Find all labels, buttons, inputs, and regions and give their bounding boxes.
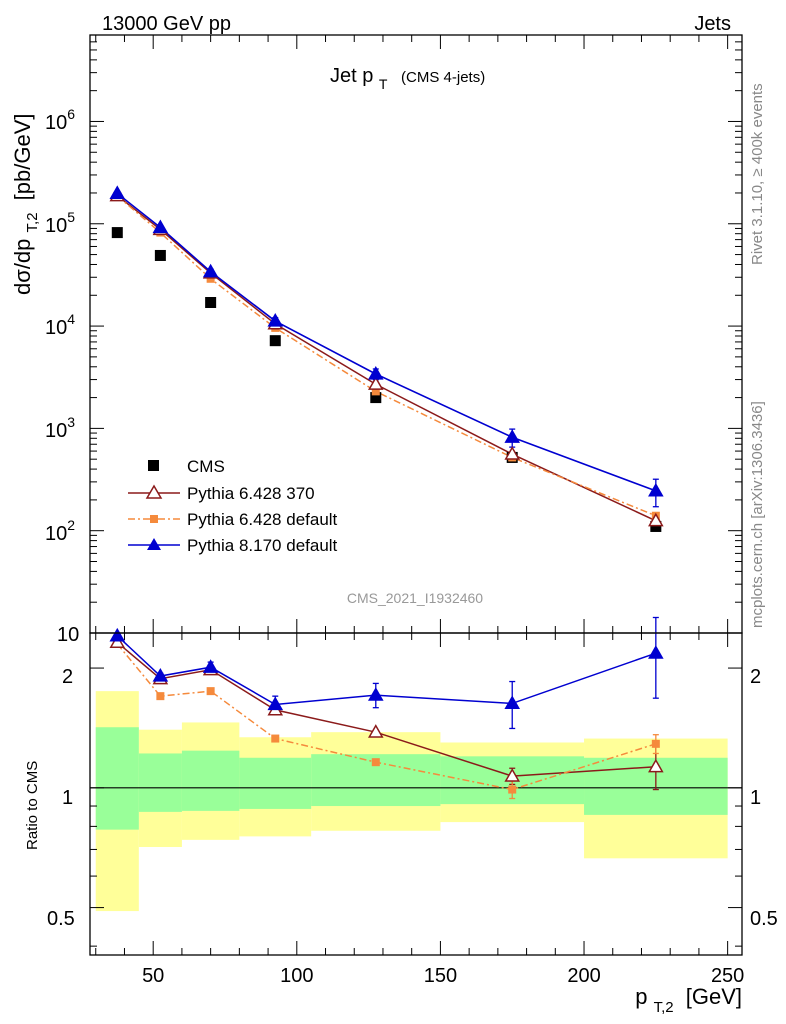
- main-ylabel-text: dσ/dp: [10, 239, 35, 295]
- p8-default-point: [504, 429, 521, 443]
- ytick-label-1e3: 103: [45, 414, 75, 442]
- ratio-ytick-label-1-right: 1: [750, 787, 761, 809]
- ytick-label-10: 10: [57, 624, 79, 646]
- legend-marker-p6-default: [150, 515, 158, 523]
- ratio-xlabel-sub: T,2: [654, 999, 674, 1016]
- ytick-label-1e4: 104: [45, 311, 75, 339]
- green-band: [95, 727, 139, 830]
- xtick-label: 150: [424, 965, 457, 987]
- ratio-xlabel: p T,2 [GeV]: [635, 984, 742, 1017]
- p8-default-point: [267, 313, 284, 327]
- p6-default-ratio-point: [206, 687, 215, 696]
- p8-default-point: [648, 482, 664, 497]
- p8-default-ratio-point: [152, 668, 169, 682]
- legend-marker-p6-370: [145, 484, 163, 499]
- mcplots-side-text: mcplots.cern.ch [arXiv:1306.3436]: [749, 401, 766, 628]
- p8-default-point: [152, 219, 169, 234]
- analysis-label: CMS_2021_I1932460: [347, 590, 483, 606]
- main-title: Jet p T (CMS 4-jets): [330, 65, 485, 94]
- ratio-panel: Ratio to CMS 2 1 0.5 2 1 0.5 50 100 150 200…: [24, 616, 778, 1017]
- legend-label-cms: CMS: [187, 457, 225, 476]
- green-band: [181, 750, 240, 811]
- green-band: [239, 757, 312, 809]
- ratio-ytick-label-2-right: 2: [750, 666, 761, 688]
- rivet-side-text: Rivet 3.1.10, ≥ 400k events: [749, 83, 766, 265]
- ytick-label-1e6: 106: [45, 106, 75, 134]
- p6-370-ratio-point: [109, 634, 126, 649]
- p6-370-ratio-point: [504, 768, 521, 782]
- ratio-ytick-labels-left: 2 1 0.5: [47, 666, 75, 930]
- ratio-xlabel-unit: [GeV]: [686, 984, 742, 1009]
- xtick-label: 100: [280, 965, 313, 987]
- p6-370-point: [367, 376, 384, 390]
- p6-default-ratio-point: [651, 739, 660, 748]
- legend-label-p6-default: Pythia 6.428 default: [187, 510, 338, 529]
- ratio-axis-ticks: [90, 633, 742, 955]
- ratio-xlabel-text: p: [635, 984, 647, 1009]
- p8-default-point: [109, 185, 126, 200]
- main-title-sub: T: [379, 76, 388, 92]
- main-title-text: Jet p: [330, 65, 373, 87]
- p8-default-ratio-point: [109, 627, 126, 642]
- main-panel: Jet p T (CMS 4-jets) CMS_2021_I1932460 d…: [10, 34, 743, 646]
- green-band: [138, 753, 182, 812]
- p6-370-ratio-point: [367, 724, 384, 738]
- main-ytick-labels: 102 103 104 105 106 10: [45, 106, 79, 646]
- p6-default-ratio-point: [371, 758, 380, 767]
- main-ylabel-sub: T,2: [24, 212, 41, 232]
- p6-default-ratio-point: [508, 785, 517, 794]
- p8-default-point: [202, 263, 219, 278]
- header-left-text: 13000 GeV pp: [102, 13, 231, 35]
- legend-label-p6-370: Pythia 6.428 370: [187, 484, 315, 503]
- ratio-ytick-label-05-right: 0.5: [750, 908, 778, 930]
- ratio-ytick-label-2: 2: [62, 666, 73, 688]
- cms-data-point: [269, 335, 281, 347]
- xtick-label: 250: [711, 965, 744, 987]
- p6-default-ratio-point: [271, 734, 280, 743]
- header-right-text: Jets: [694, 13, 731, 35]
- p6-default-point: [371, 387, 380, 396]
- cms-data-point: [370, 392, 382, 404]
- ratio-line-2: [116, 635, 657, 706]
- main-ylabel: dσ/dp T,2 [pb/GeV]: [10, 113, 42, 295]
- p8-default-ratio-point: [504, 695, 521, 710]
- p8-default-ratio-point: [648, 645, 664, 659]
- xtick-label: 200: [567, 965, 600, 987]
- xtick-labels: 50 100 150 200 250: [142, 965, 744, 987]
- legend-label-p8-default: Pythia 8.170 default: [187, 536, 338, 555]
- main-series-group: [109, 185, 664, 532]
- main-axis-ticks: [90, 34, 742, 634]
- series-line-3: [116, 192, 657, 492]
- legend-marker-cms: [148, 460, 159, 471]
- p6-370-point: [504, 446, 521, 460]
- p8-default-point: [367, 365, 384, 380]
- ratio-ytick-labels-right: 2 1 0.5: [750, 666, 778, 930]
- p8-default-ratio-point: [367, 687, 384, 701]
- cms-data-point: [205, 296, 217, 308]
- xtick-label: 50: [142, 965, 164, 987]
- cms-data-point: [111, 227, 123, 239]
- ratio-ylabel: Ratio to CMS: [24, 761, 41, 850]
- p8-default-ratio-point: [267, 696, 284, 711]
- legend: CMS Pythia 6.428 370 Pythia 6.428 defaul…: [128, 457, 338, 555]
- cms-data-point: [154, 249, 166, 261]
- ytick-label-1e5: 105: [45, 209, 75, 237]
- p8-default-ratio-point: [202, 659, 219, 673]
- main-title-note: (CMS 4-jets): [401, 69, 485, 86]
- ratio-series-group: [109, 616, 664, 800]
- ratio-ytick-label-05: 0.5: [47, 908, 75, 930]
- cms-data-point: [650, 520, 662, 532]
- p6-370-point: [648, 512, 664, 527]
- ratio-frame: [89, 632, 743, 956]
- p6-370-ratio-point: [648, 758, 664, 773]
- ytick-label-1e2: 102: [45, 517, 75, 545]
- p6-default-point: [206, 274, 215, 283]
- ratio-ytick-label-1: 1: [62, 787, 73, 809]
- main-ylabel-unit: [pb/GeV]: [10, 113, 35, 200]
- p6-default-ratio-point: [156, 692, 165, 701]
- ratio-uncertainty-bands: [95, 691, 728, 912]
- legend-marker-p8-default: [147, 538, 161, 550]
